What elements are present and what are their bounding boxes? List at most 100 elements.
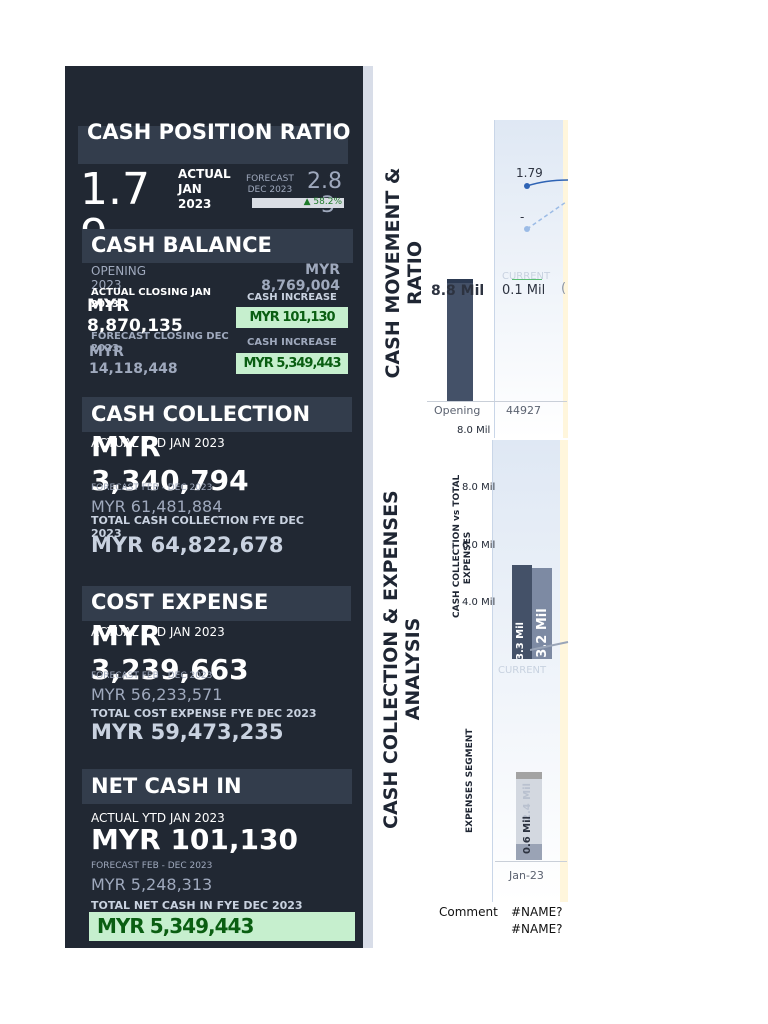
- collection-expense-title: CASH COLLECTION & EXPENSES ANALYSIS: [380, 490, 426, 829]
- actual-closing-label-line: ACTUAL CLOSING JAN: [91, 287, 211, 298]
- x-label-month: Jan-23: [509, 869, 544, 882]
- ratio-progress-label: ▲ 58.2%: [303, 197, 342, 207]
- collection-bar-label: 3.3 Mil: [515, 622, 526, 661]
- cash-collection-header: [82, 397, 352, 432]
- actual-label-line: JAN: [178, 182, 202, 196]
- ratio-lines: [524, 179, 568, 232]
- net-actual-value: MYR 101,130: [91, 823, 298, 856]
- actual-closing-value: MYR 8,870,135: [87, 296, 183, 336]
- actual-label-line: ACTUAL: [178, 167, 231, 181]
- collection-forecast-value: MYR 61,481,884: [91, 497, 223, 516]
- opening-bar-cap: [447, 279, 473, 283]
- forecast-closing-value-line: MYR: [89, 344, 124, 360]
- y-tick: 4.0 Mil: [462, 597, 496, 608]
- segment-bottom: [516, 844, 542, 860]
- forecast-label-line: DEC 2023: [247, 185, 293, 195]
- expense-actual-value: MYR 3,239,663: [91, 619, 249, 687]
- forecast-closing-label-line: 2023: [91, 343, 119, 354]
- opening-label: OPENING 2023: [91, 264, 146, 292]
- forecast-ratio-line: 2.8: [307, 169, 342, 194]
- forecast-closing-value: MYR 14,118,448: [89, 344, 178, 378]
- opening-label-line: 2023: [91, 278, 122, 292]
- expense-bar: [532, 568, 552, 659]
- opening-value-line: MYR: [305, 262, 340, 278]
- forecast-ratio-value: 2.8 3: [307, 170, 342, 218]
- actual-ratio-point: [524, 183, 530, 189]
- forecast-dec-label: FORECAST DEC 2023: [246, 174, 294, 196]
- ratio-progress-track: ▲ 58.2%: [252, 197, 344, 208]
- opening-bar-label: 8.8 Mil: [431, 283, 485, 299]
- cash-position-title: CASH POSITION RATIO: [87, 120, 351, 145]
- chart1-edge: [561, 120, 568, 438]
- panel-divider: [363, 66, 373, 948]
- actual-jan-label: ACTUAL JAN 2023: [178, 167, 231, 212]
- net-total-label: TOTAL NET CASH IN FYE DEC 2023: [91, 899, 303, 912]
- current-bar: [512, 279, 542, 280]
- chart1-baseline: [427, 401, 567, 402]
- ratio-progress-fill: [252, 198, 331, 208]
- ratio-dash-label: -: [520, 210, 525, 224]
- cost-expense-title: COST EXPENSE: [91, 590, 269, 614]
- collection-bar: [512, 565, 532, 659]
- net-actual-label: ACTUAL YTD JAN 2023: [91, 811, 225, 825]
- collection-total-label-line: TOTAL CASH COLLECTION FYE DEC: [91, 514, 304, 527]
- collection-actual-line: MYR: [91, 430, 161, 463]
- expense-segment-bar: [516, 772, 542, 860]
- forecast-ratio-line: [526, 201, 567, 230]
- net-cash-title: NET CASH IN: [91, 774, 242, 798]
- cash-collection-title: CASH COLLECTION: [91, 402, 311, 426]
- actual-closing-value-line: 8,870,135: [87, 316, 183, 336]
- cash-position-value: 1.7: [80, 164, 150, 215]
- actual-closing-value-line: MYR: [87, 296, 130, 316]
- cash-increase-label: CASH INCREASE: [247, 292, 337, 303]
- x-label-opening: Opening: [434, 404, 481, 417]
- collection-actual-value: MYR 3,340,794: [91, 430, 249, 498]
- cash-movement-title-line: CASH MOVEMENT &: [382, 167, 404, 379]
- expense-actual-label: ACTUAL YTD JAN 2023: [91, 625, 225, 639]
- opening-value: MYR 8,769,004: [247, 262, 340, 294]
- collection-expense-title-line: CASH COLLECTION & EXPENSES: [380, 490, 402, 829]
- comment-value: #NAME?: [511, 905, 563, 919]
- cash-increase-label-2: CASH INCREASE: [247, 337, 337, 348]
- net-cash-header: [82, 769, 352, 804]
- expense-total-label: TOTAL COST EXPENSE FYE DEC 2023: [91, 707, 317, 720]
- forecast-closing-label-line: FORECAST CLOSING DEC: [91, 331, 229, 342]
- net-total-value: MYR 5,349,443: [89, 912, 355, 941]
- chart2-baseline: [495, 861, 567, 862]
- trend-line-path: [530, 641, 569, 651]
- opening-bar: [447, 279, 473, 401]
- chart2-edge: [559, 440, 568, 902]
- current-bar-label: 0.1 Mil: [502, 283, 546, 298]
- net-forecast-value: MYR 5,248,313: [91, 875, 213, 894]
- expense-forecast-value: MYR 56,233,571: [91, 685, 223, 704]
- cash-movement-title-line: RATIO: [404, 240, 426, 306]
- actual-label-line: 2023: [178, 197, 212, 211]
- trend-line: [530, 641, 569, 651]
- collection-total-label-line: 2023: [91, 527, 122, 540]
- cash-balance-title: CASH BALANCE: [91, 233, 272, 257]
- cost-expense-header: [82, 586, 351, 621]
- forecast-ratio-point: [524, 226, 530, 232]
- axis-value-label: 8.0 Mil: [457, 425, 491, 436]
- y-tick: 6.0 Mil: [462, 540, 496, 551]
- collection-actual-line: 3,340,794: [91, 464, 249, 497]
- collection-forecast-label: FORECAST FEB - DEC 2023: [91, 483, 213, 493]
- collection-actual-label: ACTUAL YTD JAN 2023: [91, 436, 225, 450]
- cash-increase-value-2: MYR 5,349,443: [236, 353, 348, 374]
- actual-ratio-line: [526, 179, 568, 187]
- expense-actual-line: MYR: [91, 619, 161, 652]
- forecast-label-line: FORECAST: [246, 174, 294, 184]
- clipped-fragment: (: [561, 281, 567, 296]
- current-period-label: CURRENT: [502, 271, 551, 282]
- cash-position-header: [78, 126, 348, 164]
- current-period-label-2: CURRENT: [498, 665, 547, 676]
- expense-actual-line: 3,239,663: [91, 653, 249, 686]
- net-forecast-label: FORECAST FEB - DEC 2023: [91, 861, 213, 871]
- cash-position-title-text: CASH POSITION RATIO: [87, 120, 351, 144]
- x-label-current: 44927: [506, 404, 541, 417]
- expenses-segment-axis: EXPENSES SEGMENT: [465, 728, 475, 833]
- segment-label-bottom: 0.6 Mil: [522, 816, 533, 855]
- y-tick: 8.0 Mil: [462, 482, 496, 493]
- comment-label: Comment: [439, 905, 498, 919]
- expense-total-value: MYR 59,473,235: [91, 720, 284, 744]
